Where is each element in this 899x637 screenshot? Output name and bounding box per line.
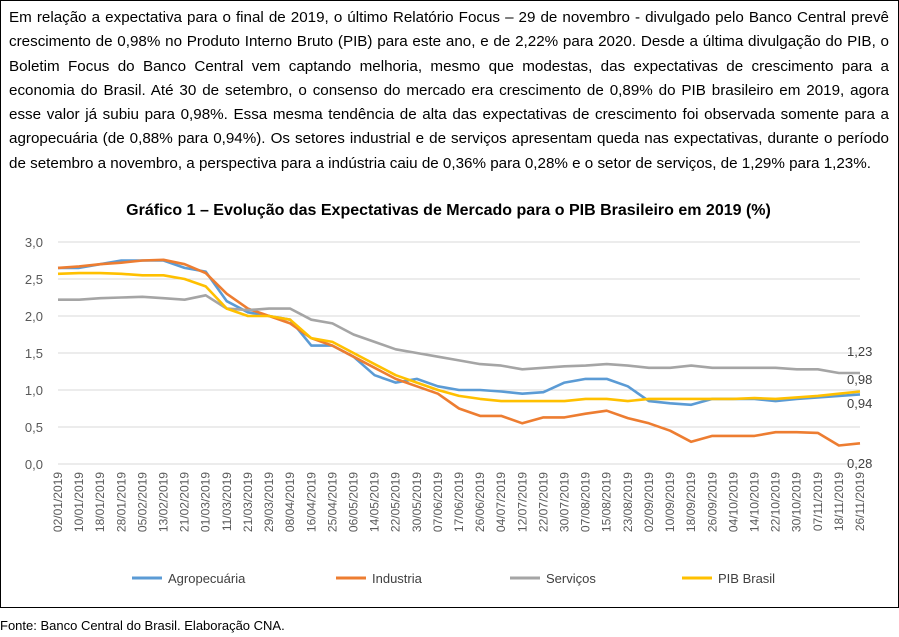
- legend-label: PIB Brasil: [718, 571, 775, 586]
- x-tick-label: 30/05/2019: [410, 472, 424, 532]
- legend-label: Agropecuária: [168, 571, 246, 586]
- x-tick-label: 22/10/2019: [769, 472, 783, 532]
- y-tick-label: 3,0: [25, 235, 43, 250]
- series-lines: [57, 258, 861, 447]
- x-tick-label: 13/02/2019: [157, 472, 171, 532]
- x-tick-label: 06/05/2019: [346, 472, 360, 532]
- chart-title: Gráfico 1 – Evolução das Expectativas de…: [126, 202, 771, 219]
- y-axis: 0,0 0,5 1,0 1,5 2,0 2,5 3,0: [25, 235, 43, 472]
- legend-label: Serviços: [546, 571, 596, 586]
- x-tick-label: 16/04/2019: [304, 472, 318, 532]
- x-tick-label: 12/07/2019: [515, 472, 529, 532]
- x-tick-label: 05/02/2019: [135, 472, 149, 532]
- y-tick-label: 0,5: [25, 420, 43, 435]
- x-tick-label: 29/03/2019: [262, 472, 276, 532]
- x-tick-label: 10/09/2019: [663, 472, 677, 532]
- x-tick-label: 22/05/2019: [389, 472, 403, 532]
- legend-label: Industria: [372, 571, 423, 586]
- x-tick-label: 18/09/2019: [684, 472, 698, 532]
- series-line-3: [57, 271, 861, 403]
- series-line-1: [57, 258, 861, 447]
- x-tick-label: 07/11/2019: [811, 472, 825, 531]
- x-axis: 02/01/2019 10/01/2019 18/01/2019 28/01/2019…: [51, 472, 867, 532]
- x-tick-label: 26/06/2019: [473, 472, 487, 532]
- x-tick-label: 26/11/2019: [853, 472, 867, 531]
- x-tick-label: 14/05/2019: [368, 472, 382, 532]
- grid-lines: [58, 241, 860, 465]
- x-tick-label: 01/03/2019: [199, 472, 213, 532]
- x-tick-label: 26/09/2019: [705, 472, 719, 532]
- x-tick-label: 07/08/2019: [579, 472, 593, 532]
- line-chart: 0,0 0,5 1,0 1,5 2,0 2,5 3,0 02/01/2019 10/01/20…: [25, 235, 872, 586]
- x-tick-label: 14/10/2019: [747, 472, 761, 532]
- x-tick-label: 10/01/2019: [72, 472, 86, 532]
- x-tick-label: 30/07/2019: [558, 472, 572, 532]
- x-tick-label: 30/10/2019: [790, 472, 804, 532]
- x-tick-label: 15/08/2019: [600, 472, 614, 532]
- y-tick-label: 2,5: [25, 272, 43, 287]
- end-label: 0,98: [847, 372, 872, 387]
- series-line-0: [58, 259, 861, 407]
- y-tick-label: 1,0: [25, 383, 43, 398]
- x-tick-label: 02/01/2019: [51, 472, 65, 532]
- x-tick-label: 28/01/2019: [114, 472, 128, 532]
- y-tick-label: 0,0: [25, 457, 43, 472]
- x-tick-label: 04/10/2019: [726, 472, 740, 532]
- end-label: 0,28: [847, 456, 872, 471]
- x-tick-label: 22/07/2019: [536, 472, 550, 532]
- end-label: 0,94: [847, 396, 872, 411]
- figure-frame: [0, 0, 899, 608]
- intro-paragraph: Em relação a expectativa para o final de…: [9, 9, 889, 172]
- legend: Agropecuária Industria Serviços PIB Brasil: [132, 571, 775, 586]
- x-tick-label: 21/02/2019: [178, 472, 192, 532]
- end-labels: 0,94 0,28 1,23 0,98: [847, 344, 872, 471]
- x-tick-label: 07/06/2019: [431, 472, 445, 532]
- y-tick-label: 1,5: [25, 346, 43, 361]
- x-tick-label: 02/09/2019: [642, 472, 656, 532]
- x-tick-label: 21/03/2019: [241, 472, 255, 532]
- x-tick-label: 04/07/2019: [494, 472, 508, 532]
- x-tick-label: 11/03/2019: [220, 472, 234, 531]
- source-note: Fonte: Banco Central do Brasil. Elaboraç…: [0, 618, 285, 633]
- y-tick-label: 2,0: [25, 309, 43, 324]
- series-line-2: [58, 293, 860, 375]
- x-tick-label: 08/04/2019: [283, 472, 297, 532]
- x-tick-label: 17/06/2019: [452, 472, 466, 532]
- x-tick-label: 18/01/2019: [93, 472, 107, 532]
- x-tick-label: 23/08/2019: [621, 472, 635, 532]
- x-tick-label: 25/04/2019: [325, 472, 339, 532]
- end-label: 1,23: [847, 344, 872, 359]
- x-tick-label: 18/11/2019: [832, 472, 846, 531]
